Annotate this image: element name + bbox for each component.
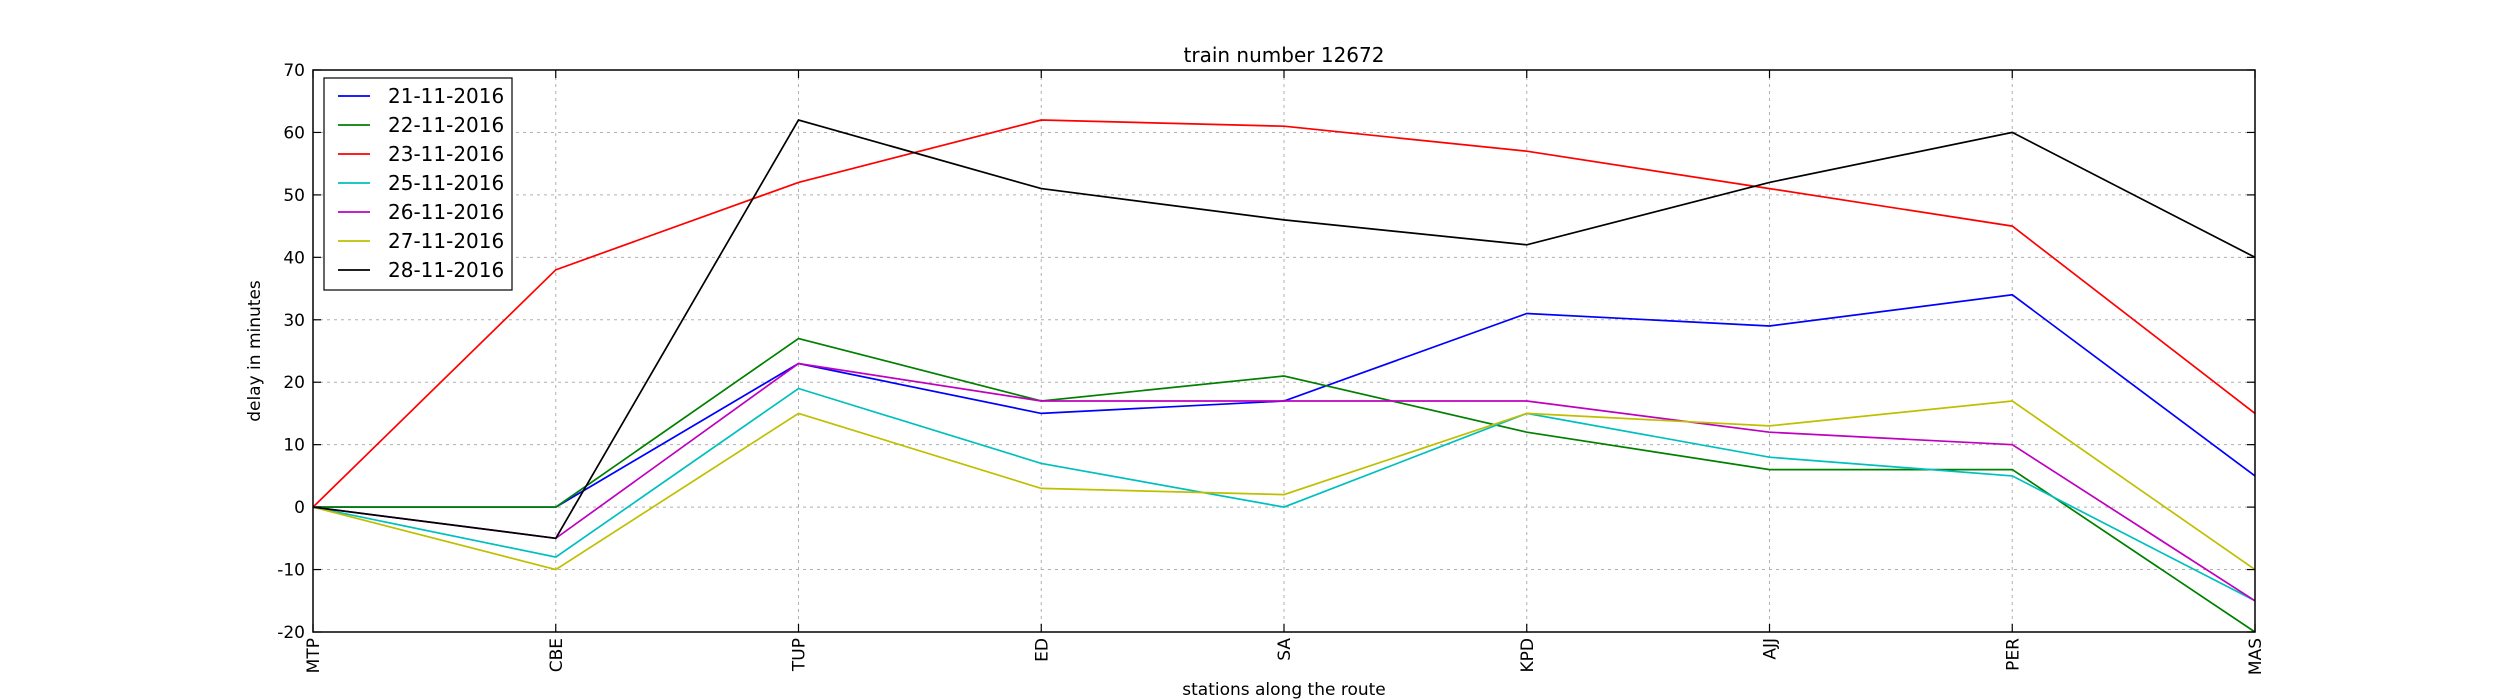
x-tick-label: ED: [1032, 638, 1052, 662]
series-line-28-11-2016: [312, 119, 2256, 540]
y-tick-label: 10: [283, 436, 305, 456]
series-line-25-11-2016: [312, 387, 2256, 602]
x-axis-title: stations along the route: [1182, 680, 1386, 700]
tick-labels-layer: -20 -10 0 10 20 30 40 50 60 70 MTP CBE TUP ED SA KPD AJJ…: [277, 61, 2266, 675]
legend-label: 26-11-2016: [388, 200, 504, 224]
y-tick-label: 30: [283, 311, 305, 331]
x-tick-label: SA: [1275, 638, 1295, 661]
legend: 21-11-2016 22-11-2016 23-11-2016 25-11-2016…: [323, 77, 513, 291]
legend-label: 25-11-2016: [388, 171, 504, 195]
legend-label: 23-11-2016: [388, 142, 504, 166]
x-tick-label: MTP: [304, 638, 324, 673]
grid-layer: [313, 70, 2255, 632]
series-line-27-11-2016: [312, 400, 2256, 571]
x-tick-label: KPD: [1518, 638, 1538, 673]
legend-label: 22-11-2016: [388, 113, 504, 137]
x-tick-label: MAS: [2246, 638, 2266, 675]
y-tick-label: 40: [283, 248, 305, 268]
y-tick-label: 50: [283, 186, 305, 206]
y-tick-label: 70: [283, 61, 305, 81]
x-tick-label: TUP: [790, 638, 810, 672]
series-line-23-11-2016: [312, 119, 2256, 508]
legend-label: 21-11-2016: [388, 84, 504, 108]
chart-title: train number 12672: [1184, 43, 1385, 67]
y-tick-label: -20: [277, 623, 305, 643]
x-tick-label: PER: [2003, 638, 2023, 671]
y-tick-label: -10: [277, 561, 305, 581]
ticks-layer: [312, 69, 2256, 633]
y-tick-label: 60: [283, 123, 305, 143]
legend-label: 28-11-2016: [388, 258, 504, 282]
x-tick-label: AJJ: [1761, 638, 1781, 660]
y-tick-label: 0: [294, 498, 305, 518]
series-layer: [312, 119, 2256, 633]
series-line-26-11-2016: [312, 362, 2256, 602]
y-tick-label: 20: [283, 373, 305, 393]
y-axis-title: delay in minutes: [245, 280, 265, 422]
legend-label: 27-11-2016: [388, 229, 504, 253]
legend-box: [323, 77, 513, 291]
x-tick-label: CBE: [547, 638, 567, 672]
